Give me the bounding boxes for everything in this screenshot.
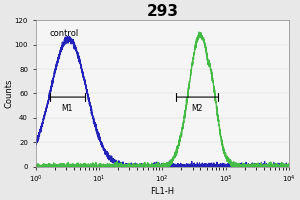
- Text: M1: M1: [62, 104, 73, 113]
- Text: control: control: [50, 29, 79, 38]
- Y-axis label: Counts: Counts: [4, 79, 13, 108]
- X-axis label: FL1-H: FL1-H: [150, 187, 174, 196]
- Title: 293: 293: [146, 4, 178, 19]
- Text: M2: M2: [191, 104, 203, 113]
